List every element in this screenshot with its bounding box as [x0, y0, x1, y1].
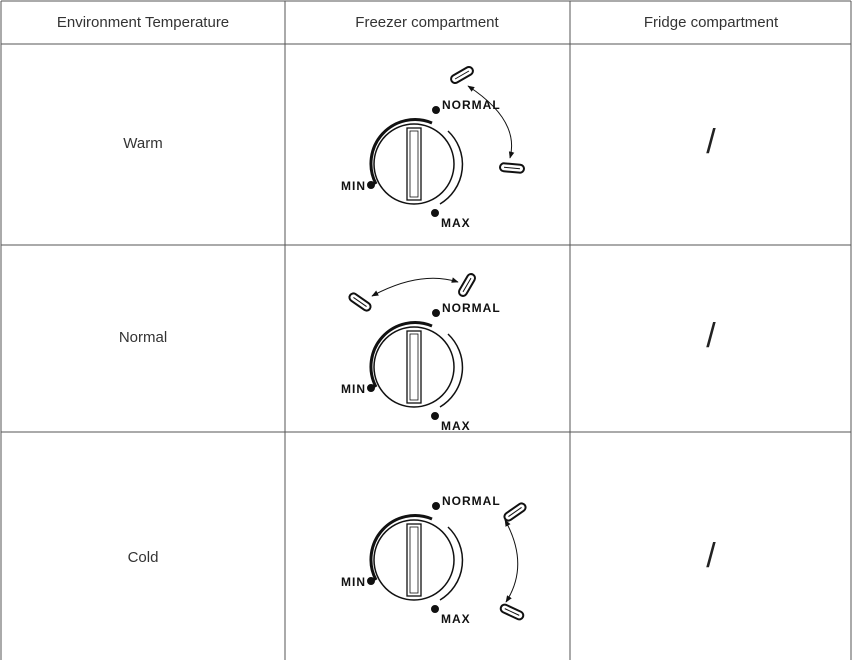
adjust-arrow: [505, 520, 518, 602]
header-cell: Freezer compartment: [355, 14, 499, 31]
header-cell: Environment Temperature: [57, 14, 229, 31]
thermostat-dial: [368, 107, 463, 217]
dial-label-normal: NORMAL: [442, 301, 501, 315]
dial-pointer: [407, 524, 421, 596]
dot: [433, 310, 440, 317]
environment-cell: Normal: [119, 329, 167, 346]
dot: [432, 606, 439, 613]
table: Environment Temperature Freezer compartme…: [0, 0, 852, 660]
dial-label-min: MIN: [341, 575, 366, 589]
dial-outer: [374, 327, 454, 407]
dot: [368, 182, 375, 189]
dot: [433, 107, 440, 114]
dial-pointer: [407, 331, 421, 403]
thermostat-dial: [368, 503, 463, 613]
fridge-cell: /: [706, 537, 716, 575]
position-indicator: [348, 292, 372, 312]
dial-label-max: MAX: [441, 216, 471, 230]
dial-pointer-inner: [410, 131, 418, 197]
dot: [368, 385, 375, 392]
adjust-arrow: [372, 278, 458, 296]
dial-scale-arc: [371, 120, 432, 184]
dot: [432, 413, 439, 420]
page: Environment Temperature Freezer compartme…: [0, 0, 852, 660]
fridge-cell: /: [706, 317, 716, 355]
dial-label-max: MAX: [441, 419, 471, 433]
dot: [432, 210, 439, 217]
dial-pointer: [407, 128, 421, 200]
dot: [433, 503, 440, 510]
dial-outer: [374, 124, 454, 204]
dial-label-max: MAX: [441, 612, 471, 626]
position-indicator: [503, 502, 527, 522]
header-cell: Fridge compartment: [644, 14, 779, 31]
dial-pointer-inner: [410, 527, 418, 593]
dial-outer: [374, 520, 454, 600]
thermostat-dial: [368, 310, 463, 420]
dial-scale-arc: [440, 334, 462, 407]
dial-label-min: MIN: [341, 179, 366, 193]
environment-cell: Warm: [123, 135, 162, 152]
adjust-arrow: [468, 86, 512, 158]
dial-scale-arc: [440, 527, 462, 600]
dial-pointer-inner: [410, 334, 418, 400]
dial-scale-arc: [371, 323, 432, 387]
position-indicator: [500, 163, 525, 173]
dial-label-min: MIN: [341, 382, 366, 396]
dial-scale-arc: [440, 131, 462, 204]
position-indicator: [450, 66, 475, 85]
position-indicator: [458, 273, 477, 298]
dial-scale-arc: [371, 516, 432, 580]
position-indicator: [499, 603, 524, 620]
fridge-cell: /: [706, 123, 716, 161]
dial-label-normal: NORMAL: [442, 494, 501, 508]
dot: [368, 578, 375, 585]
environment-cell: Cold: [128, 549, 159, 566]
